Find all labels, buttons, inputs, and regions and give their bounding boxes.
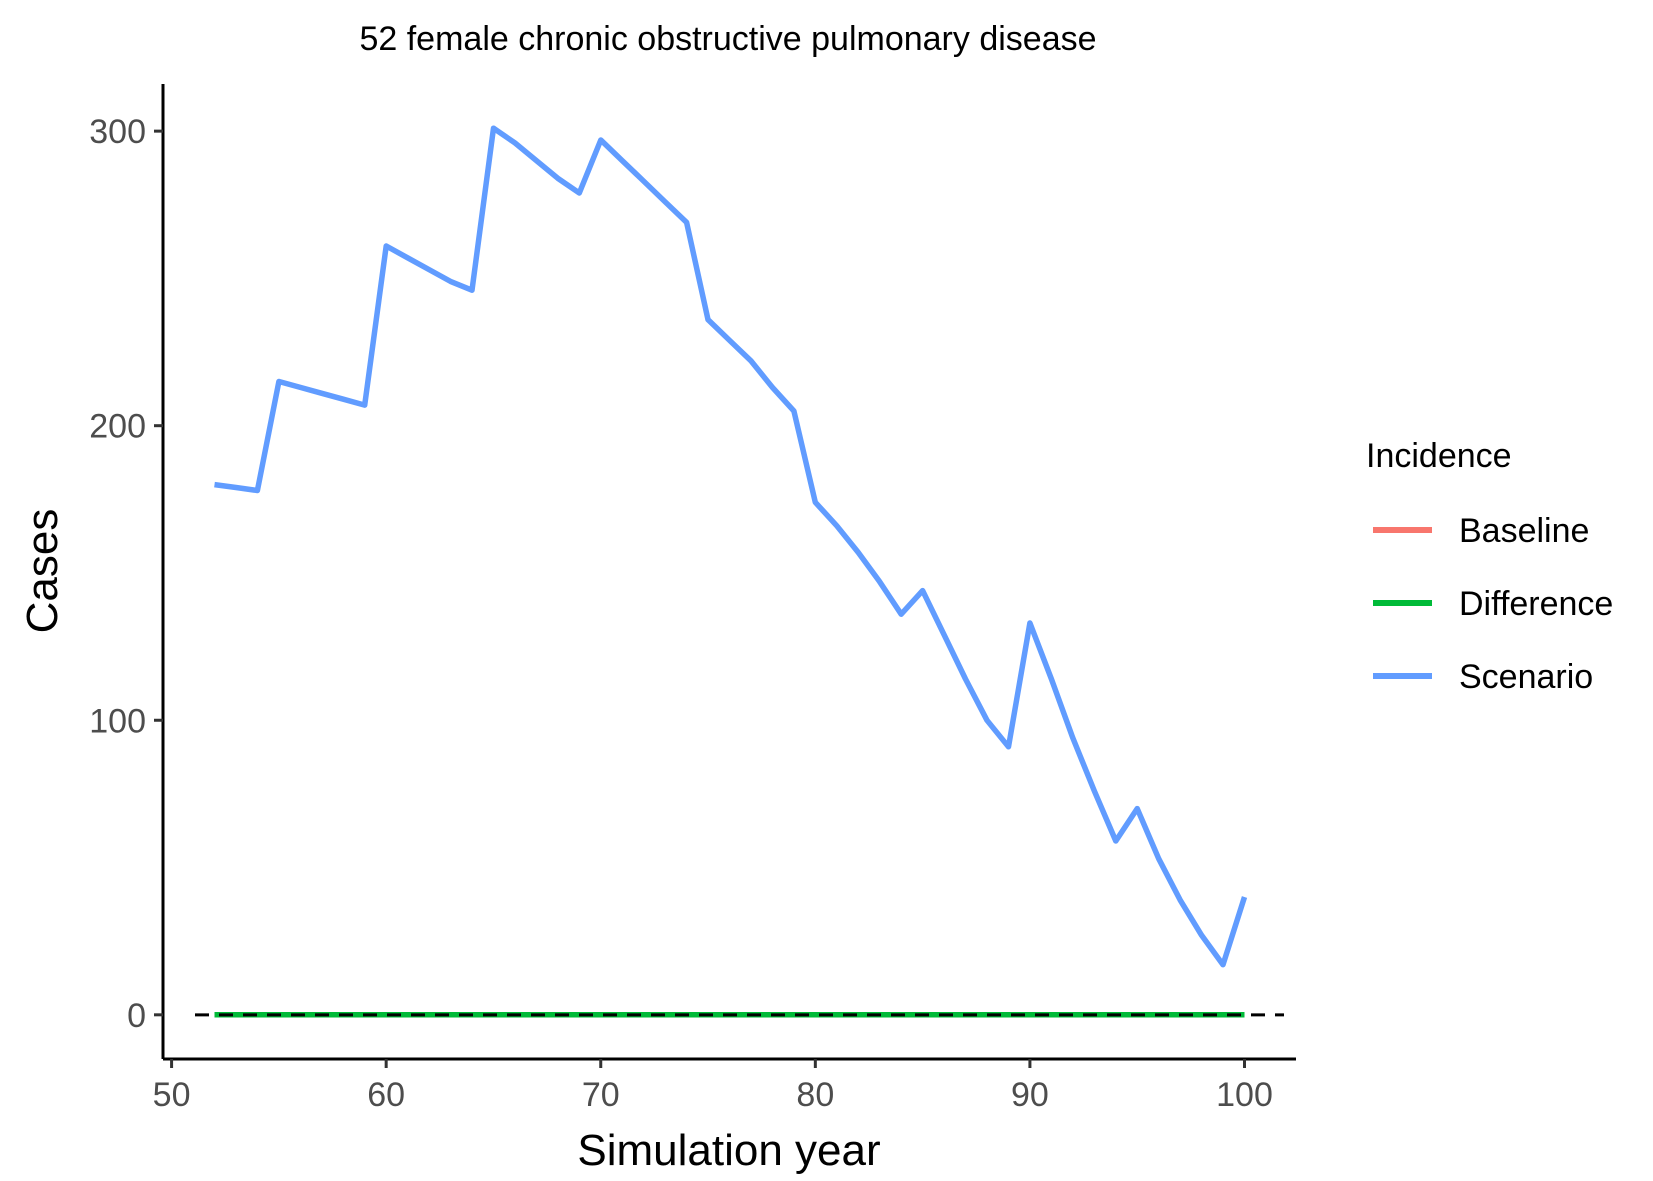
x-tick-label: 100 [1216,1076,1273,1114]
y-axis-ticks: 0 100 200 300 [89,113,163,1035]
y-tick-label: 300 [89,113,146,151]
legend-label-baseline: Baseline [1459,512,1589,550]
legend: Incidence Baseline Difference Scenario [1366,437,1613,696]
y-axis-title: Cases [18,509,67,634]
legend-items: Baseline Difference Scenario [1373,512,1613,696]
chart-title: 52 female chronic obstructive pulmonary … [359,20,1096,58]
y-tick-label: 200 [89,408,146,446]
x-tick-label: 90 [1011,1076,1049,1114]
y-tick-label: 100 [89,702,146,740]
x-axis-ticks: 50 60 70 80 90 100 [153,1059,1273,1114]
x-tick-label: 70 [582,1076,620,1114]
series-line-scenario [214,125,1248,968]
y-tick-label: 0 [127,997,146,1035]
plot-area [195,125,1284,1018]
legend-label-scenario: Scenario [1459,658,1593,696]
x-tick-label: 80 [796,1076,834,1114]
legend-title: Incidence [1366,437,1512,475]
legend-label-difference: Difference [1459,585,1613,623]
x-tick-label: 50 [153,1076,191,1114]
x-axis-title: Simulation year [577,1126,880,1175]
x-tick-label: 60 [367,1076,405,1114]
